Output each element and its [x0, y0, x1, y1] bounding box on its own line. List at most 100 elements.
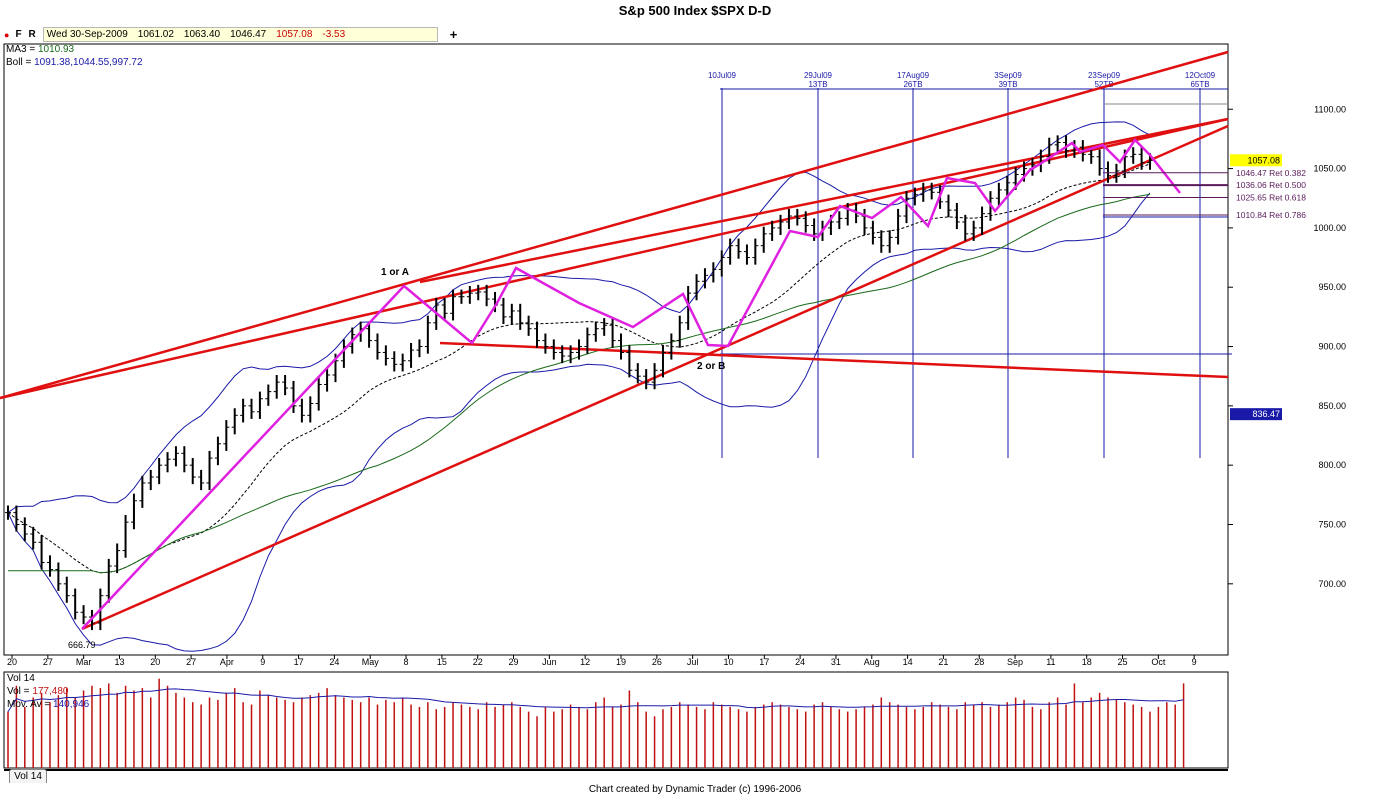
x-tick-label: Apr: [220, 657, 234, 667]
price-bar: [122, 515, 129, 558]
x-tick-label: 22: [473, 657, 483, 667]
x-tick-label: Sep: [1007, 657, 1023, 667]
vol-legend: Vol = 177,480: [7, 686, 68, 697]
price-bar: [727, 238, 734, 265]
price-bar: [718, 250, 725, 277]
price-bar: [785, 208, 792, 230]
low-label: 666.79: [68, 640, 96, 650]
price-bar: [324, 367, 331, 392]
bar-high: 1063.40: [183, 29, 221, 40]
price-bar: [500, 297, 507, 324]
f-button[interactable]: F: [15, 29, 22, 40]
price-bar: [584, 327, 591, 354]
price-bar: [408, 342, 415, 368]
price-bar: [693, 274, 700, 301]
price-bar: [794, 208, 801, 226]
x-tick-label: 25: [1118, 657, 1128, 667]
price-bar: [13, 505, 20, 532]
price-bar: [1054, 135, 1061, 152]
x-tick-label: 24: [329, 657, 339, 667]
price-bar: [659, 345, 666, 378]
r-button[interactable]: R: [28, 29, 36, 40]
price-bar: [80, 605, 87, 625]
x-tick-label: 11: [1046, 657, 1055, 667]
y-tick-label: 950.00: [1318, 282, 1346, 292]
annotations: 666.79 1 or A 2 or B: [68, 267, 725, 650]
price-bar: [466, 286, 473, 304]
price-bar: [130, 493, 137, 530]
x-tick-label: 10: [723, 657, 733, 667]
retracement-label: 1046.47 Ret 0.382: [1236, 168, 1306, 178]
price-bar: [567, 345, 574, 364]
last-price-badge: [1230, 154, 1282, 167]
y-tick-label: 850.00: [1318, 401, 1346, 411]
price-bar: [995, 182, 1002, 206]
y-tick-label: 1050.00: [1313, 164, 1346, 174]
price-bar: [920, 182, 927, 202]
cycle-tb-label: 26TB: [903, 80, 922, 89]
add-button[interactable]: +: [449, 27, 458, 42]
x-tick-label: Aug: [864, 657, 880, 667]
price-bar: [710, 262, 717, 283]
record-dot-icon[interactable]: ●: [4, 29, 10, 40]
vol-ma-legend: Mov. Av = 140,946: [7, 699, 89, 710]
price-bar: [273, 375, 280, 399]
ma-value: 1010.93: [37, 44, 75, 55]
x-tick-label: 27: [43, 657, 53, 667]
price-bar: [1088, 147, 1095, 164]
bollinger-bands: [7, 121, 1151, 652]
y-tick-label: 1000.00: [1313, 223, 1346, 233]
cycle-date-label: 29Jul09: [804, 71, 833, 80]
vol-label: Vol =: [7, 686, 30, 697]
boll-indicator: Boll = 1091.38,1044.55,997.72: [6, 57, 143, 68]
price-bar: [743, 244, 750, 265]
x-tick-label: 20: [7, 657, 17, 667]
price-bar: [240, 398, 247, 423]
price-bar: [30, 526, 37, 550]
price-bar: [878, 230, 885, 253]
x-tick-label: 27: [186, 657, 196, 667]
price-bar: [72, 588, 79, 620]
price-bar: [508, 303, 515, 324]
price-bar: [861, 208, 868, 236]
price-bar: [643, 369, 650, 390]
price-bar: [609, 318, 616, 348]
price-bar: [626, 345, 633, 378]
ma-indicator: MA3 = 1010.93: [6, 44, 74, 55]
price-bar: [517, 303, 524, 330]
bar-close: 1057.08: [276, 29, 313, 40]
wave-path: [81, 138, 1181, 630]
price-bar: [735, 238, 742, 259]
price-bars: [5, 135, 1153, 631]
price-bar: [911, 187, 918, 206]
price-bar: [46, 555, 53, 577]
price-bar: [114, 543, 121, 574]
price-bar: [886, 230, 893, 253]
x-tick-label: 9: [260, 657, 265, 667]
price-bar: [172, 446, 179, 467]
x-tick-label: 19: [616, 657, 626, 667]
tab-vol14[interactable]: Vol 14: [9, 769, 47, 783]
price-bar: [970, 220, 977, 241]
y-tick-label: 1100.00: [1314, 104, 1346, 114]
price-bar: [189, 458, 196, 485]
price-bar: [483, 284, 490, 307]
price-bar: [945, 194, 952, 218]
price-bar: [928, 182, 935, 200]
boll-label: Boll =: [6, 57, 32, 68]
x-tick-label: 9: [1192, 657, 1197, 667]
price-bar: [1130, 147, 1137, 164]
y-axis: 700.00 750.00 800.00 850.00 900.00 950.00 1000…: [1228, 104, 1346, 589]
price-bar: [668, 333, 675, 360]
cycle-date-label: 12Oct09: [1185, 71, 1216, 80]
price-bar: [38, 535, 45, 570]
middle-band: [7, 163, 1151, 574]
x-tick-label: 28: [974, 657, 984, 667]
price-bar: [282, 375, 289, 396]
price-bar: [601, 318, 608, 336]
price-bar: [769, 220, 776, 241]
price-bar: [576, 339, 582, 360]
x-tick-label: Jun: [542, 657, 557, 667]
ohlc-info-box: Wed 30-Sep-2009 1061.02 1063.40 1046.47 …: [42, 27, 438, 42]
price-bar: [962, 214, 969, 241]
